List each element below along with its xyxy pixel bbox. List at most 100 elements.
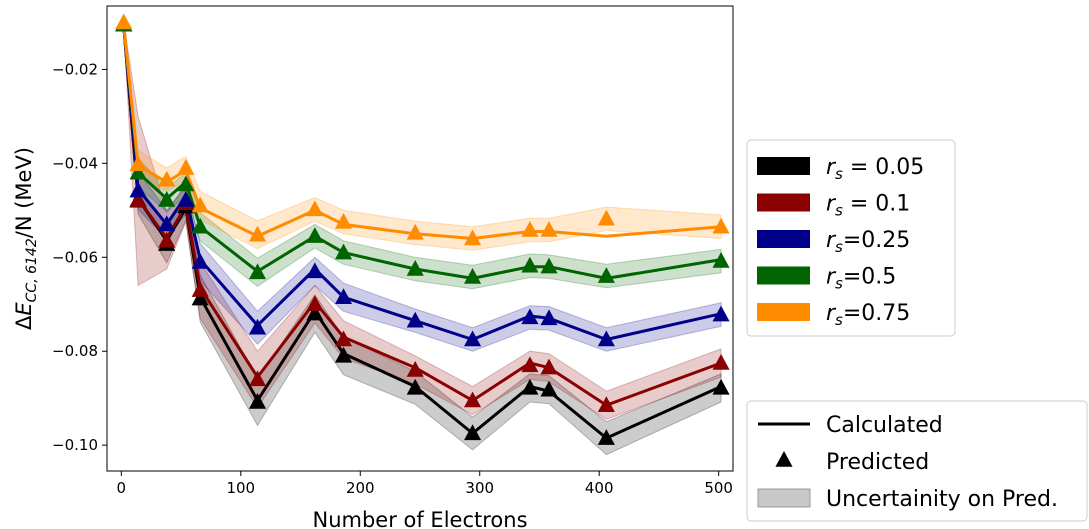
legend-label-rest: = 0.1 [843, 192, 910, 217]
predicted-marker-2-12 [540, 358, 558, 375]
predicted-marker-1-9 [406, 378, 424, 395]
uncertainty-band-1 [123, 22, 722, 456]
predicted-marker-2-7 [306, 295, 324, 312]
legend-label-1: rs = 0.05 [826, 155, 924, 183]
x-axis-label: Number of Electrons [312, 508, 527, 529]
legend-label-sub: s [835, 238, 843, 256]
predicted-marker-4-6 [248, 263, 267, 280]
y-tick-label: −0.08 [52, 342, 98, 360]
predicted-marker-3-3 [158, 215, 176, 232]
legend-label-rest: =0.25 [843, 228, 910, 253]
legend-label-sub: s [835, 165, 843, 183]
legend-marker-label-2: Predicted [826, 450, 929, 475]
predicted-marker-3-2 [129, 181, 147, 198]
x-axis-ticks: 0 100 200 300 400 500 [117, 471, 733, 497]
x-tick-label: 0 [117, 479, 127, 497]
legend-label-sub: s [835, 275, 843, 293]
predicted-marker-5-7 [306, 200, 324, 217]
predicted-marker-3-8 [334, 288, 353, 304]
predicted-marker-3-5 [191, 252, 209, 269]
legend-label-sub: s [835, 202, 843, 220]
y-axis-label: ΔECC, 6142/N (MeV) [12, 147, 40, 330]
legend-label-rest: = 0.05 [843, 155, 924, 180]
predicted-marker-2-11 [521, 356, 539, 373]
x-tick-label: 500 [704, 479, 733, 497]
legend-label-sub: s [835, 311, 843, 329]
predicted-marker-3-12 [540, 309, 558, 326]
y-tick-label: −0.02 [52, 60, 98, 78]
predicted-marker-1-8 [334, 346, 353, 363]
predicted-marker-4-7 [306, 227, 324, 243]
x-tick-label: 100 [226, 479, 255, 497]
uncertainty-band-4 [123, 22, 722, 290]
x-tick-label: 300 [465, 479, 494, 497]
legend-label-2: rs = 0.1 [826, 192, 910, 220]
legend-swatch-1 [757, 157, 810, 175]
predicted-marker-1-6 [248, 392, 267, 409]
predicted-marker-1-10 [464, 424, 482, 441]
y-label-main: E [12, 302, 36, 316]
predicted-marker-1-14 [712, 378, 730, 395]
predicted-marker-4-14 [712, 252, 730, 268]
predicted-marker-3-14 [712, 305, 730, 322]
predicted-marker-5-14 [712, 217, 730, 234]
y-label-suffix: /N (MeV) [12, 147, 36, 238]
predicted-marker-5-11 [521, 221, 539, 237]
legend-label-var: r [826, 155, 837, 180]
predicted-marker-5-2 [129, 155, 147, 172]
predicted-marker-4-12 [540, 257, 558, 274]
predicted-marker-1-11 [521, 378, 539, 395]
predicted-marker-2-10 [464, 391, 482, 408]
legend-label-var: r [826, 265, 837, 290]
predicted-marker-5-5 [191, 196, 209, 213]
y-label-sub: CC, 6142 [24, 238, 40, 302]
predicted-marker-4-4 [177, 175, 195, 192]
legend-swatch-4 [757, 266, 810, 285]
predicted-marker-2-6 [248, 370, 267, 387]
legend-swatch-3 [757, 230, 810, 248]
legend-label-3: rs=0.25 [826, 228, 910, 256]
x-tick-label: 200 [346, 479, 375, 497]
predicted-marker-3-13 [597, 330, 615, 347]
predicted-marker-1-5 [191, 289, 209, 306]
predicted-marker-3-10 [464, 330, 482, 347]
predicted-marker-2-9 [406, 361, 424, 377]
legend-swatch-5 [757, 303, 810, 321]
legend-label-5: rs=0.75 [826, 301, 910, 329]
predicted-marker-4-11 [521, 256, 539, 273]
predicted-marker-4-9 [406, 260, 424, 276]
predicted-marker-5-6 [248, 225, 267, 242]
y-axis-ticks: −0.02 −0.04 −0.06 −0.08 −0.10 [52, 60, 107, 454]
predicted-marker-1-13 [597, 429, 615, 445]
predicted-marker-5-4 [177, 159, 195, 175]
predicted-marker-2-5 [191, 281, 209, 297]
plot-frame [106, 5, 734, 472]
predicted-marker-1-12 [540, 380, 558, 397]
legend-marker-label-3: Uncertainity on Pred. [826, 487, 1058, 512]
predicted-marker-3-7 [306, 262, 324, 279]
legend-markers-box [746, 400, 1088, 522]
legend-label-rest: =0.75 [843, 301, 910, 326]
legend-triangle-sample [775, 451, 793, 467]
predicted-marker-5-3 [158, 170, 176, 187]
y-tick-label: −0.04 [52, 154, 98, 172]
legend-label-4: rs=0.5 [826, 265, 896, 293]
y-label-prefix: Δ [12, 315, 36, 330]
legend-series-box [746, 139, 956, 337]
y-tick-label: −0.10 [52, 436, 98, 454]
legend-label-var: r [826, 301, 837, 326]
predicted-marker-3-4 [177, 190, 195, 207]
predicted-marker-2-3 [158, 231, 176, 248]
predicted-marker-4-8 [334, 243, 353, 260]
predicted-marker-2-14 [712, 353, 730, 370]
predicted-marker-4-3 [158, 190, 176, 207]
legend-label-var: r [826, 228, 837, 253]
predicted-marker-1-7 [306, 304, 324, 321]
predicted-marker-2-2 [129, 191, 147, 208]
x-tick-label: 400 [585, 479, 614, 497]
predicted-marker-3-11 [521, 308, 539, 325]
uncertainty-band-2 [123, 22, 722, 420]
predicted-marker-4-13 [597, 267, 615, 283]
predicted-marker-5-10 [464, 229, 482, 246]
